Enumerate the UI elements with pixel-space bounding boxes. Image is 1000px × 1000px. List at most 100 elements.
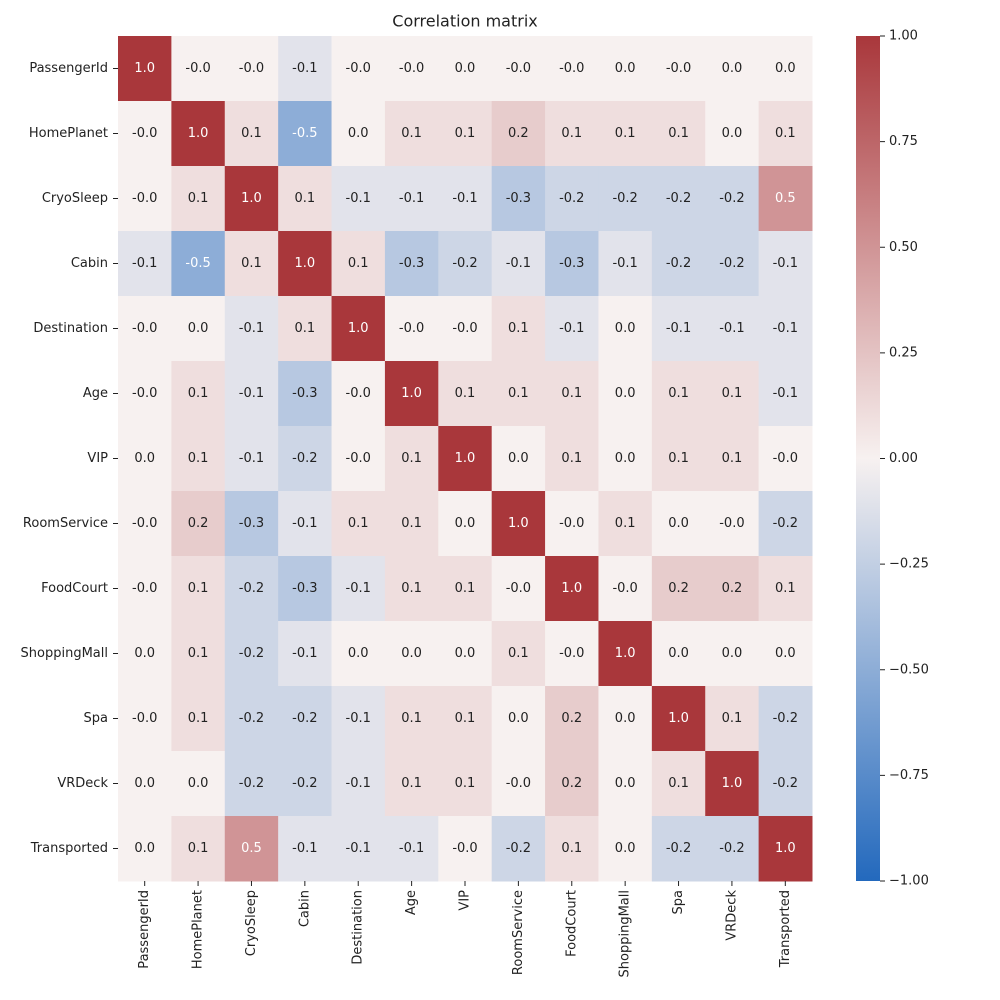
y-tick-label: HomePlanet [29,126,108,141]
cell-label: -0.0 [559,646,584,661]
cell-label: -0.2 [239,711,264,726]
cell-label: 0.0 [722,61,743,76]
heatmap-cell [384,166,439,232]
heatmap-cell [171,621,226,687]
heatmap-cell [705,426,760,492]
heatmap-cell [384,101,439,167]
cell-label: 0.2 [722,581,743,596]
heatmap-cell [118,686,172,752]
heatmap-cell [705,361,760,427]
heatmap-cell [278,231,333,297]
heatmap-cell [331,491,386,557]
colorbar-tick-label: 0.25 [889,345,918,360]
cell-label: -0.0 [346,451,371,466]
cell-label: -0.2 [292,776,317,791]
cell-label: 0.1 [775,126,796,141]
x-tick-label: RoomService [511,890,526,975]
cell-label: 0.2 [561,776,582,791]
cell-label: -0.1 [346,776,371,791]
heatmap-cell [758,751,813,817]
cell-label: 1.0 [134,61,155,76]
heatmap-cell [758,491,813,557]
cell-label: 1.0 [241,191,262,206]
cell-label: -0.2 [666,841,691,856]
cell-label: -0.0 [773,451,798,466]
cell-label: 0.1 [348,256,369,271]
heatmap-cell [491,816,546,882]
heatmap-cell [651,36,706,102]
heatmap-cell [278,166,333,232]
heatmap-cell [278,296,333,362]
heatmap-cell [438,231,493,297]
heatmap-cell [598,231,653,297]
cell-label: -0.1 [773,256,798,271]
heatmap-cell [598,296,653,362]
heatmap-cell [545,296,599,362]
cell-label: -0.0 [559,61,584,76]
cell-label: -0.5 [185,256,210,271]
colorbar-tick-label: −1.00 [889,874,929,889]
cell-label: -0.1 [506,256,531,271]
heatmap-cell [651,166,706,232]
heatmap-cell [651,231,706,297]
y-tick-label: CryoSleep [42,191,108,206]
cell-label: -0.2 [292,711,317,726]
heatmap-cell [651,491,706,557]
heatmap-cell [438,816,493,882]
cell-label: -0.1 [239,386,264,401]
heatmap-cell [278,426,333,492]
cell-label: 0.1 [401,776,422,791]
heatmap-cell [171,686,226,752]
cell-label: -0.1 [559,321,584,336]
cell-label: 0.0 [348,646,369,661]
heatmap-cell [491,556,546,622]
cell-label: -0.0 [132,126,157,141]
heatmap-cell [491,101,546,167]
cell-label: -0.0 [506,581,531,596]
heatmap-cell [118,621,172,687]
heatmap-cell [598,166,653,232]
cell-label: -0.2 [773,711,798,726]
heatmap-cell [545,621,599,687]
y-tick-label: ShoppingMall [21,646,108,661]
heatmap-cell [118,816,172,882]
cell-label: -0.1 [346,581,371,596]
x-tick-label: Spa [671,890,686,914]
heatmap-cell [651,751,706,817]
heatmap-cell [118,361,172,427]
cell-label: 1.0 [615,646,636,661]
heatmap-cell [224,36,279,102]
heatmap-cell [758,816,813,882]
y-tick-label: Destination [33,321,108,336]
heatmap-cell [545,491,599,557]
cell-label: 0.0 [134,776,155,791]
cell-label: 0.1 [401,126,422,141]
heatmap-cell [171,751,226,817]
cell-label: 0.0 [615,321,636,336]
cell-label: 0.0 [455,61,476,76]
cell-label: 0.1 [241,126,262,141]
cell-label: 0.0 [134,646,155,661]
heatmap-cell [171,426,226,492]
cell-label: 0.0 [722,126,743,141]
heatmap-cell [224,556,279,622]
cell-label: 0.1 [455,776,476,791]
heatmap-cell [545,426,599,492]
cell-label: -0.0 [132,711,157,726]
heatmap-cell [384,491,439,557]
cell-label: -0.0 [132,321,157,336]
heatmap-cell [438,556,493,622]
cell-label: -0.2 [239,581,264,596]
cell-label: 0.5 [241,841,262,856]
heatmap-cell [438,621,493,687]
heatmap-cell [491,686,546,752]
cell-label: -0.3 [399,256,424,271]
cell-label: 0.1 [508,646,529,661]
cell-label: 0.1 [455,126,476,141]
heatmap-cell [491,751,546,817]
y-tick-label: RoomService [23,516,108,531]
heatmap-cell [491,296,546,362]
x-tick-label: VRDeck [724,890,739,941]
x-tick-label: Age [404,890,419,915]
